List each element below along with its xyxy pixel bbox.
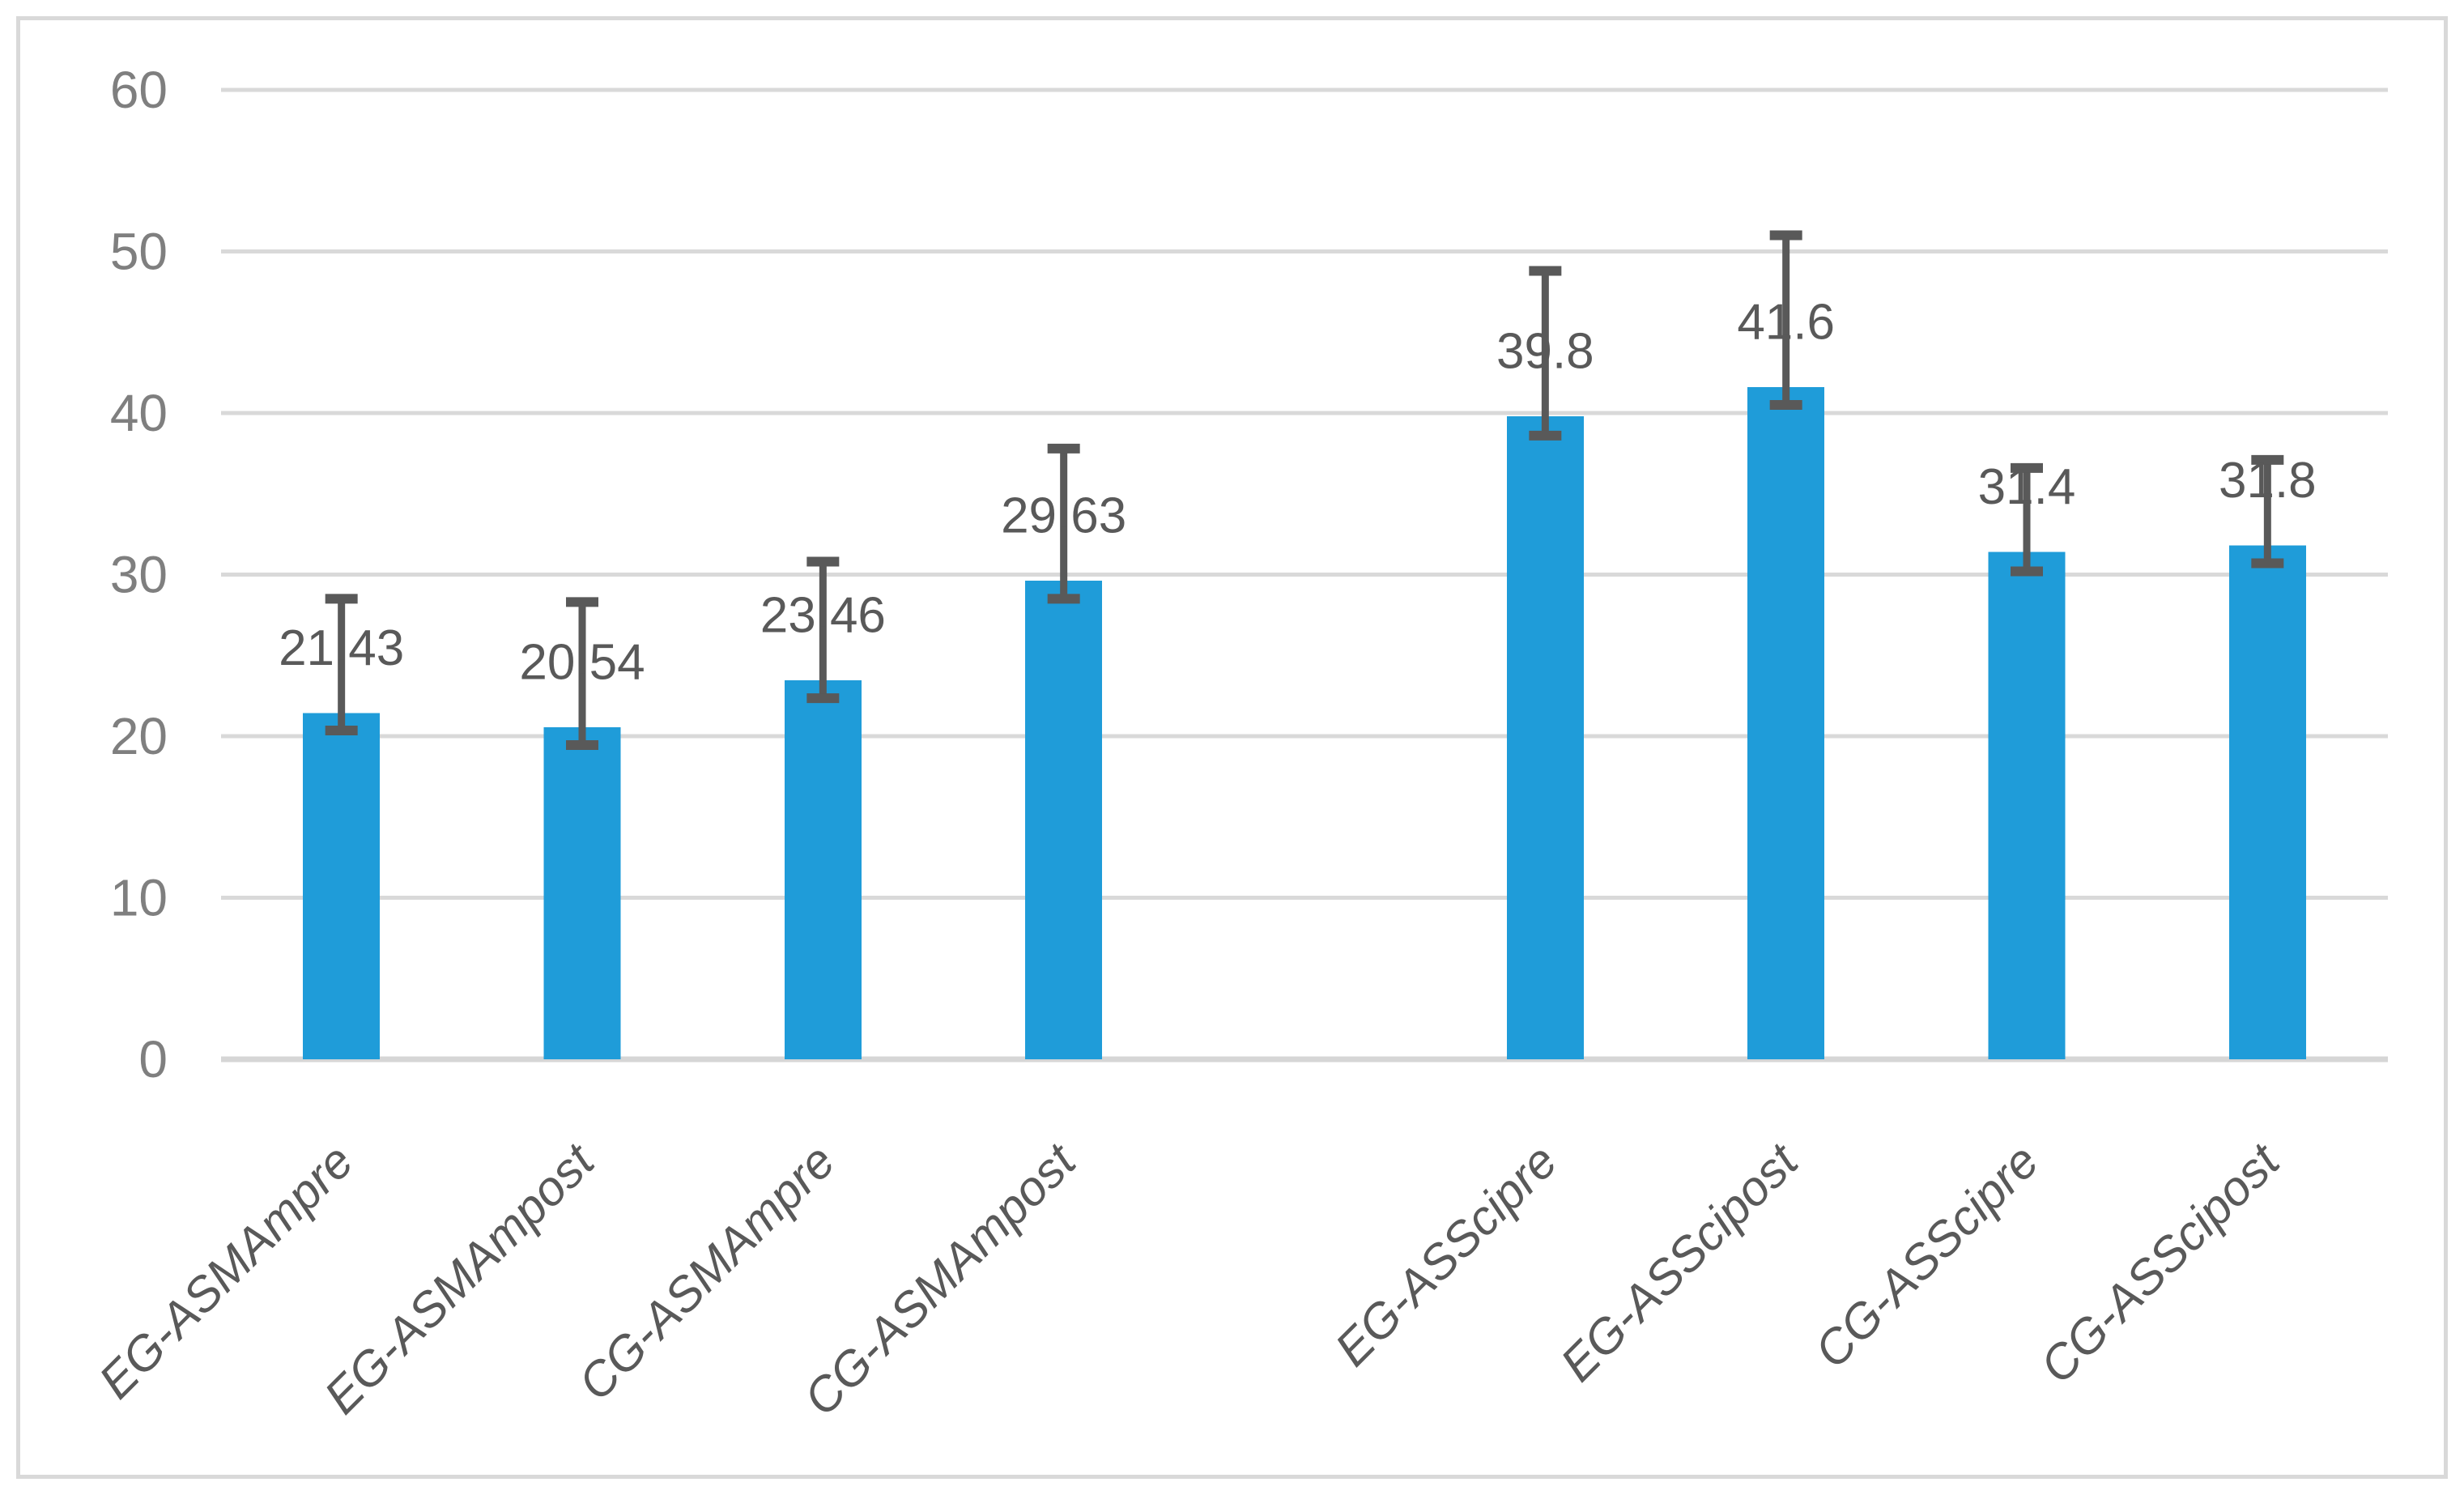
bar	[303, 713, 381, 1059]
y-axis-tick-label: 0	[138, 1030, 168, 1088]
bar	[2228, 545, 2306, 1059]
chart-border	[16, 16, 2448, 1479]
bar-data-label: 29.63	[1001, 488, 1126, 543]
y-axis-tick-label: 40	[110, 384, 168, 442]
y-axis-tick-label: 30	[110, 546, 168, 604]
y-axis-tick-label: 20	[110, 707, 168, 765]
bar-data-label: 23.46	[760, 587, 886, 643]
bar	[1747, 387, 1825, 1060]
bar-data-label: 31.4	[1978, 459, 2076, 515]
bar-data-label: 20.54	[519, 635, 645, 691]
bar-data-label: 21.43	[279, 620, 404, 676]
bar-data-label: 31.8	[2219, 453, 2317, 509]
y-axis-tick-label: 60	[110, 61, 168, 119]
bar	[1506, 415, 1584, 1059]
bar	[1025, 580, 1103, 1059]
bar-data-label: 41.6	[1737, 295, 1835, 351]
bar	[543, 727, 621, 1059]
bar	[784, 679, 862, 1059]
y-axis-tick-label: 50	[110, 223, 168, 281]
bar-data-label: 39.8	[1496, 323, 1594, 379]
bar	[1988, 552, 2066, 1059]
y-axis-tick-label: 10	[110, 869, 168, 927]
